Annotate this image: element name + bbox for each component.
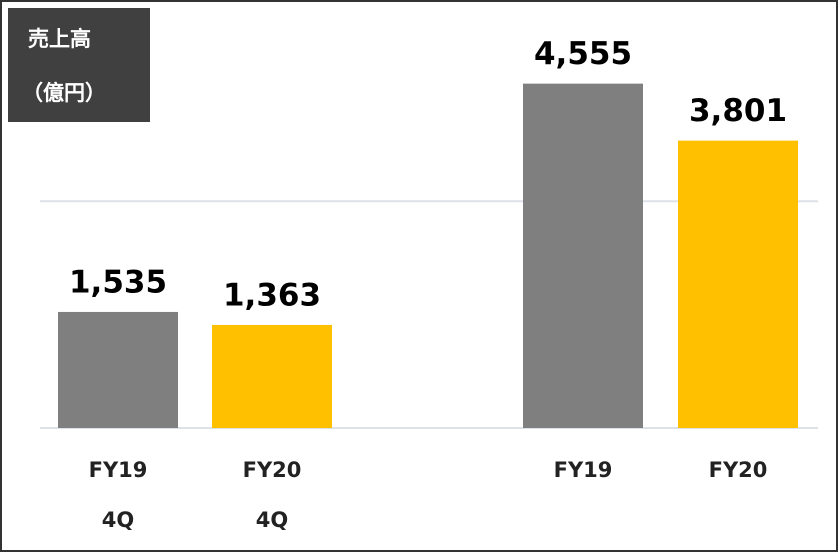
value-label: 1,363 — [223, 277, 321, 313]
title-box — [8, 8, 150, 122]
bar — [212, 324, 332, 428]
bar — [523, 83, 643, 428]
chart-title: 売上高 — [28, 27, 91, 51]
x-tick-label: FY20 — [709, 458, 768, 482]
bar — [678, 140, 798, 428]
x-tick-label: 4Q — [256, 508, 288, 532]
value-label: 4,555 — [534, 36, 632, 72]
x-tick-label: FY19 — [554, 458, 613, 482]
chart-subtitle: （億円） — [22, 81, 106, 105]
x-tick-label: FY20 — [243, 458, 302, 482]
value-label: 3,801 — [689, 93, 787, 129]
bar — [58, 311, 178, 428]
value-label: 1,535 — [69, 264, 167, 300]
x-tick-label: FY19 — [89, 458, 148, 482]
x-tick-label: 4Q — [102, 508, 134, 532]
